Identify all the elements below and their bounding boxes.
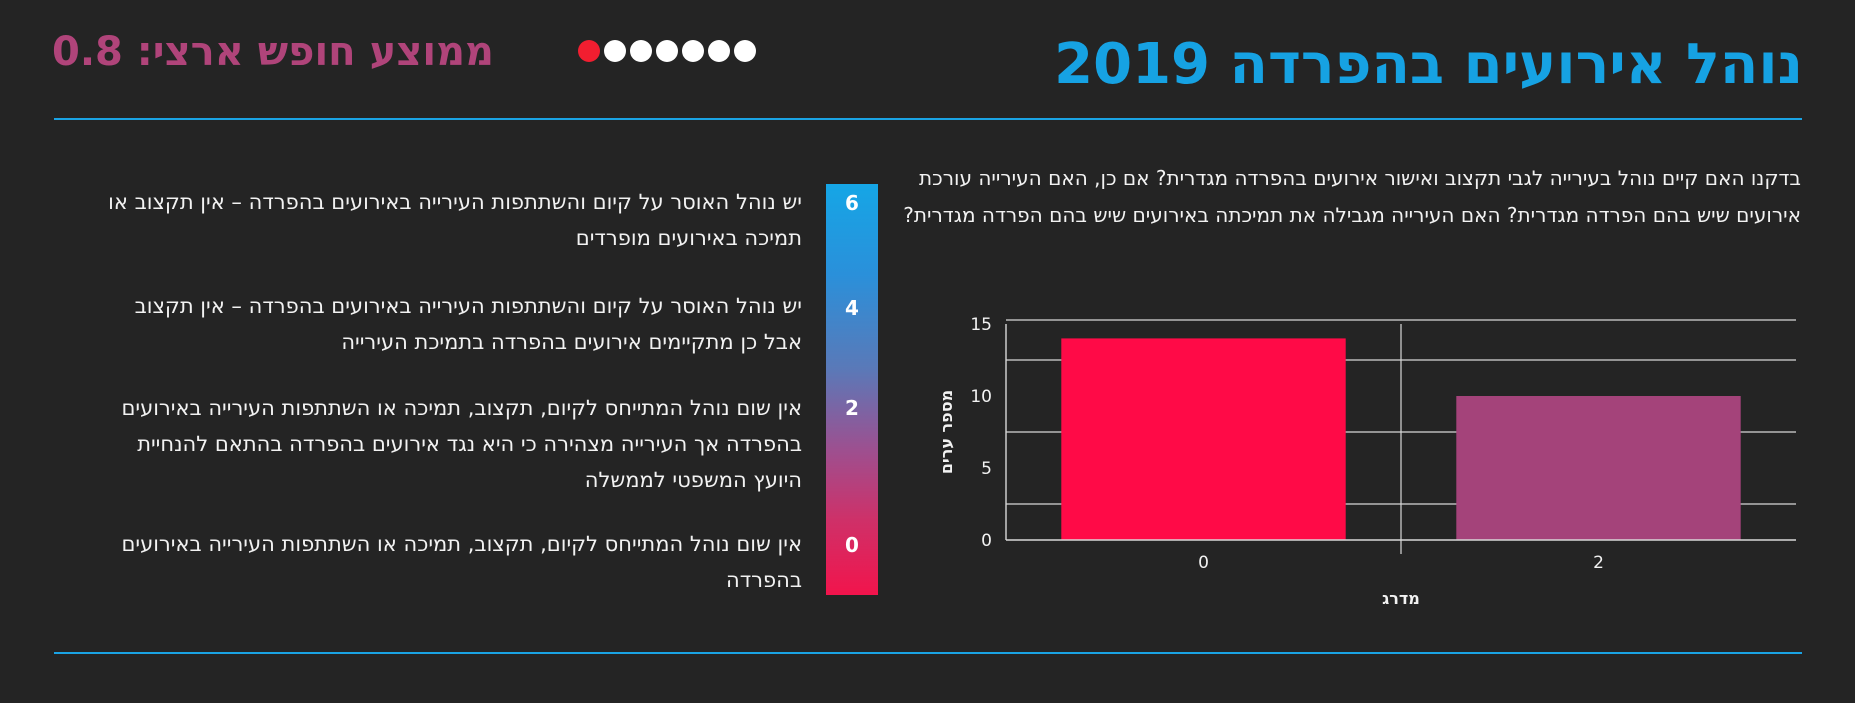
scale-description-2: אין שום נוהל המתייחס לקיום, תקצוב, תמיכה…	[121, 396, 802, 492]
y-tick-label: 0	[981, 531, 992, 551]
x-axis-label: מדרג	[1382, 589, 1420, 608]
bar-chart: 0 5 10 15 0 2 מדרג מספר ערים	[937, 315, 1796, 608]
scale-gradient-bar: 6 4 2 0	[826, 184, 878, 595]
rating-dots	[578, 40, 756, 62]
y-tick-label: 10	[970, 387, 992, 407]
y-tick-label: 15	[970, 315, 992, 335]
rating-dot	[656, 40, 678, 62]
rating-dot	[604, 40, 626, 62]
rating-dot	[682, 40, 704, 62]
scale-value-6: 6	[845, 191, 859, 215]
scale-value-4: 4	[845, 296, 859, 320]
national-average-label: ממוצע חופש ארצי: 0.8	[52, 29, 494, 75]
top-divider	[54, 118, 1802, 120]
y-tick-label: 5	[981, 459, 992, 479]
rating-dot-active	[578, 40, 600, 62]
rating-dot	[708, 40, 730, 62]
page-title: נוהל אירועים בהפרדה 2019	[1054, 32, 1803, 97]
bottom-divider	[54, 652, 1802, 654]
scale-value-0: 0	[845, 533, 859, 557]
bar-2	[1456, 396, 1741, 540]
scale-description-0: אין שום נוהל המתייחס לקיום, תקצוב, תמיכה…	[121, 532, 802, 592]
y-axis-label: מספר ערים	[937, 390, 956, 474]
x-tick-label: 0	[1198, 553, 1209, 573]
x-tick-label: 2	[1593, 553, 1604, 573]
rating-dot	[734, 40, 756, 62]
scale-description-4: יש נוהל האוסר על קיום והשתתפות העירייה ב…	[134, 294, 802, 354]
scale-description-6: יש נוהל האוסר על קיום והשתתפות העירייה ב…	[108, 190, 802, 250]
rating-dot	[630, 40, 652, 62]
scale-value-2: 2	[845, 396, 859, 420]
bar-0	[1061, 338, 1346, 540]
question-text: בדקנו האם קיים נוהל בעירייה לגבי תקצוב ו…	[903, 166, 1801, 227]
